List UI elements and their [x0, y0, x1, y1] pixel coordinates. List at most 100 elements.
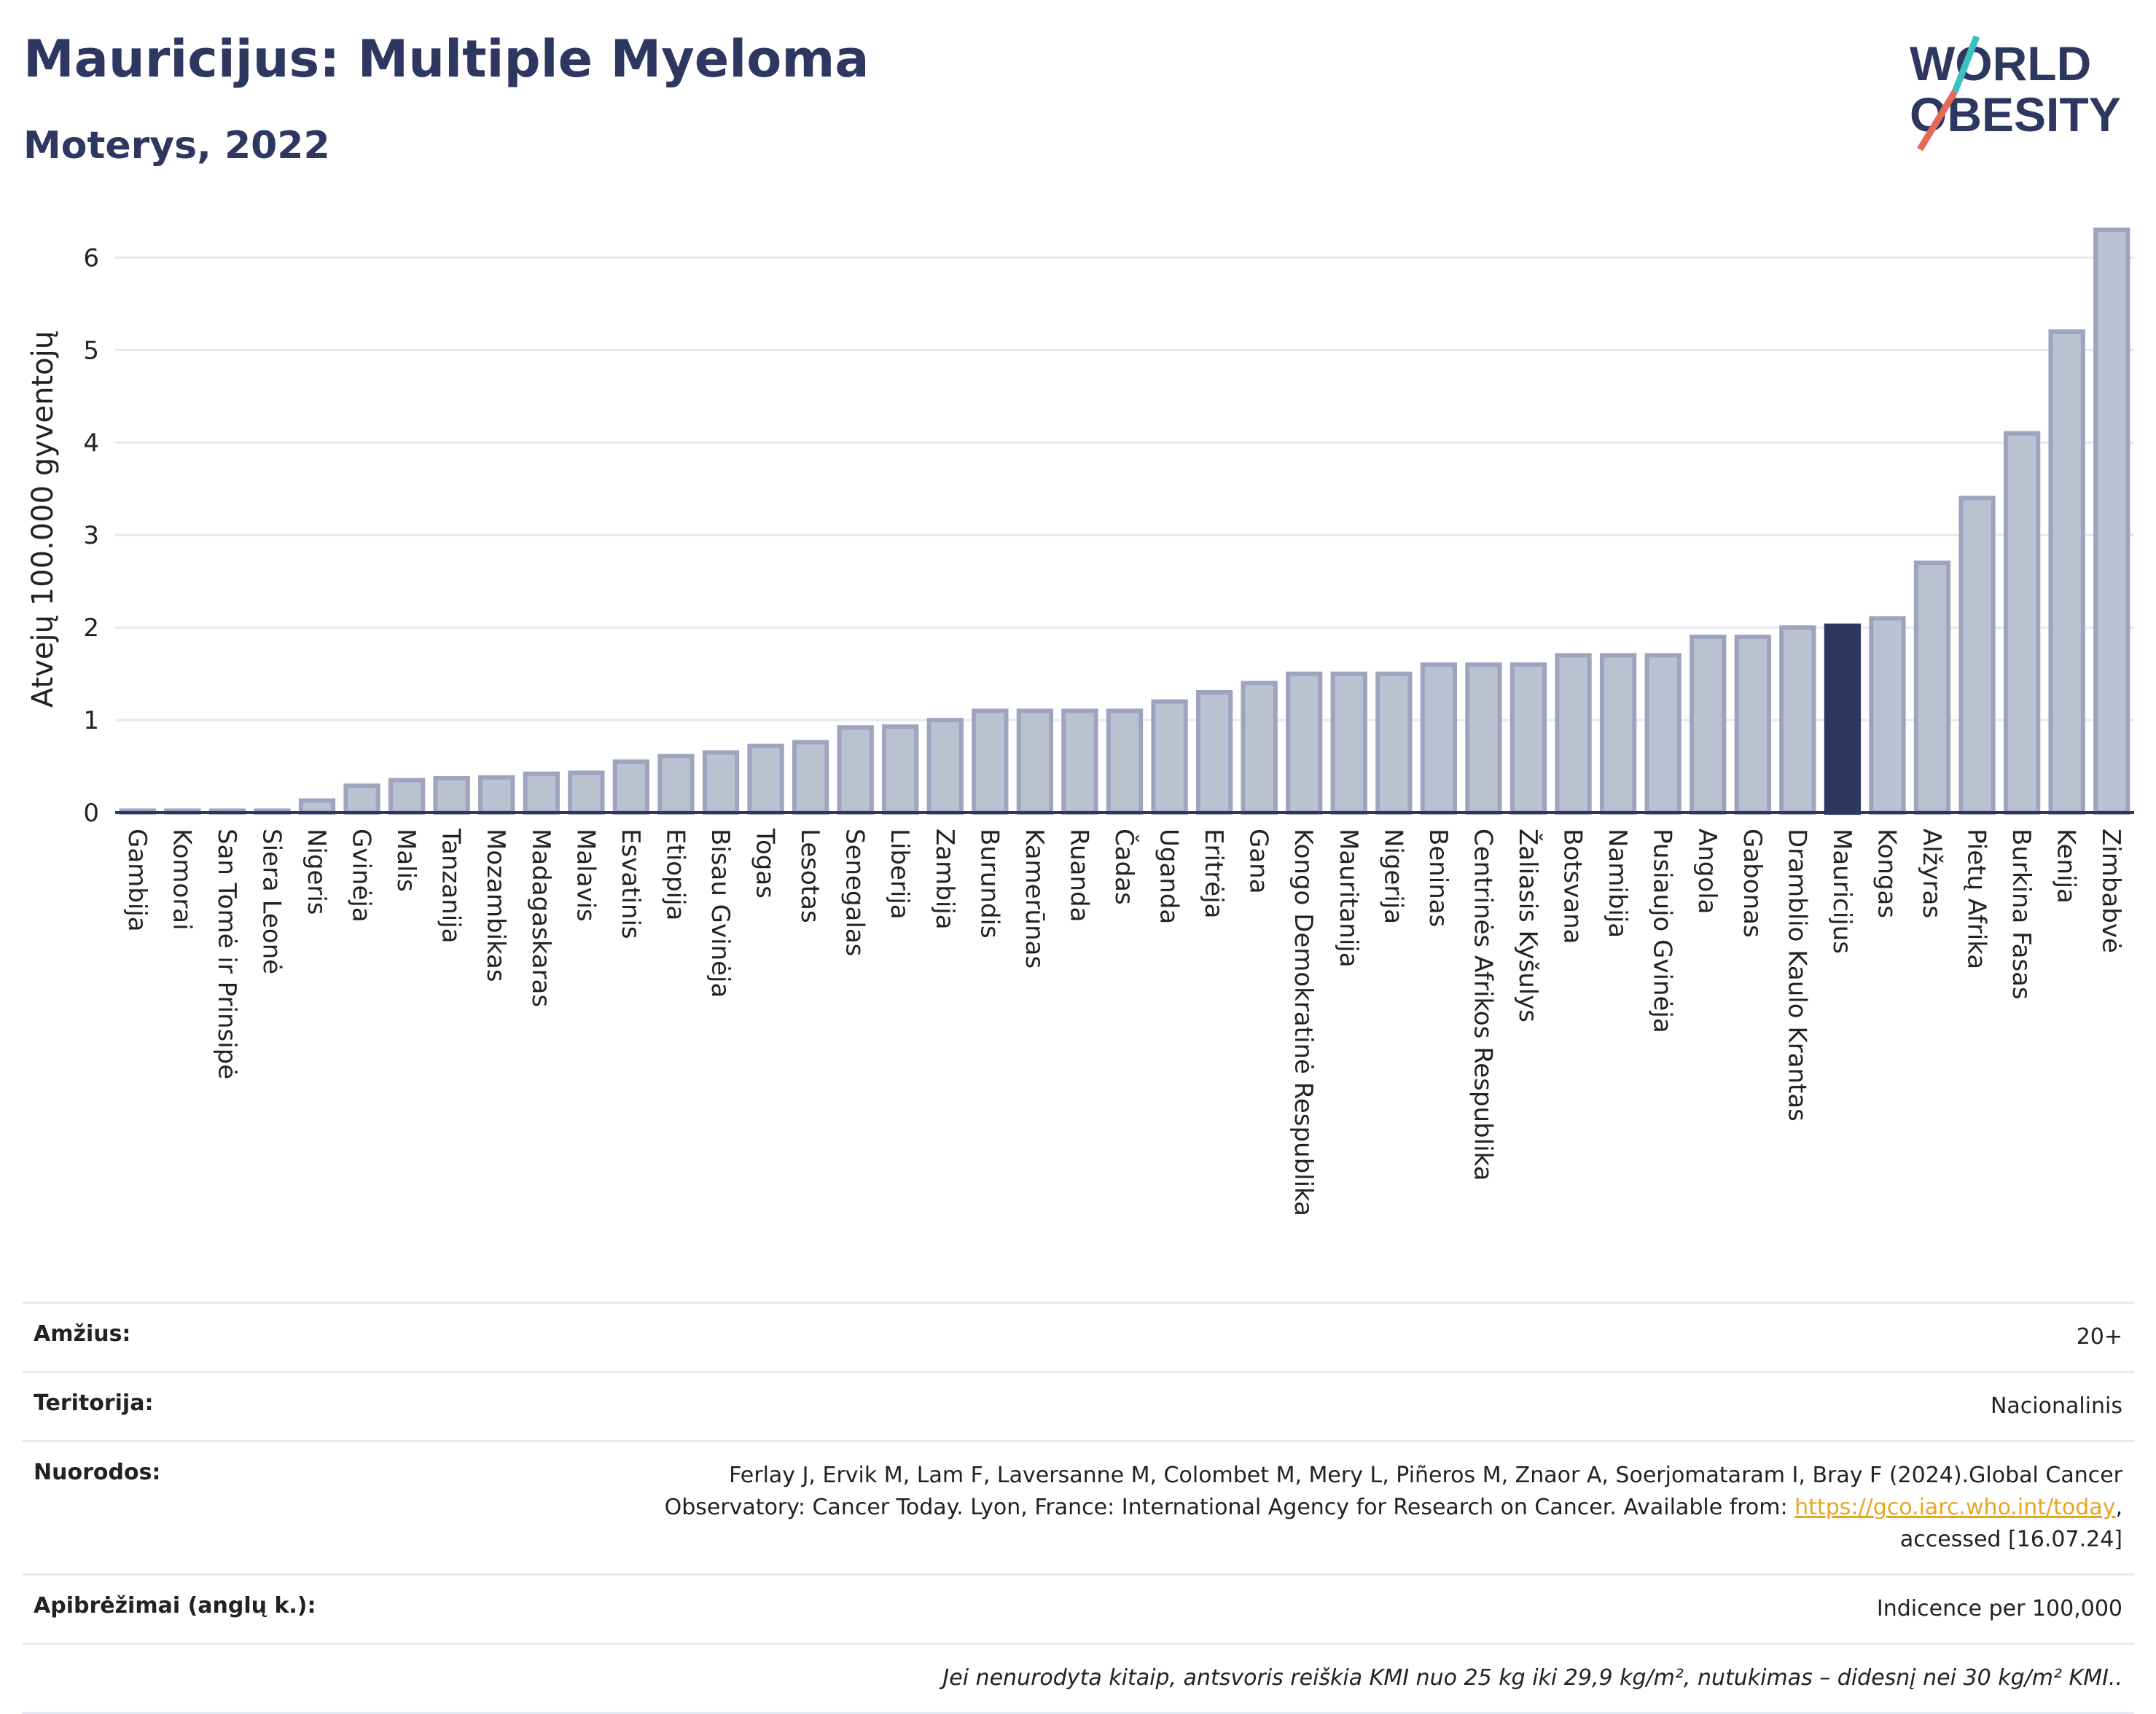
bar	[2003, 431, 2041, 815]
y-tick-label: 5	[83, 336, 99, 365]
age-label: Amžius:	[34, 1321, 131, 1347]
bar	[298, 798, 336, 815]
x-tick-label: Senegalas	[840, 829, 870, 956]
metadata-table: Amžius: 20+ Teritorija: Nacionalinis Nuo…	[22, 1302, 2134, 1714]
bar	[926, 718, 964, 815]
x-tick-label: Ruanda	[1064, 829, 1093, 922]
bar	[1555, 653, 1592, 815]
y-tick-label: 1	[83, 706, 99, 735]
x-tick-label: Nigeris	[302, 829, 331, 915]
bar	[1241, 681, 1278, 815]
bar	[388, 778, 426, 815]
bar	[612, 759, 650, 815]
bar	[1330, 671, 1367, 815]
bar	[747, 743, 784, 815]
definitions-label: Apibrėžimai (anglų k.):	[34, 1593, 316, 1619]
x-tick-label: Dramblio Kaulo Krantas	[1782, 829, 1811, 1122]
references-text-2: Observatory: Cancer Today. Lyon, France:…	[664, 1495, 1795, 1520]
x-tick-label: Namibija	[1603, 829, 1632, 938]
x-tick-label: Kamerūnas	[1020, 829, 1049, 968]
x-tick-label: Angola	[1692, 829, 1722, 914]
x-tick-label: Alžyras	[1917, 829, 1946, 918]
x-tick-label: Botsvana	[1558, 829, 1587, 944]
x-tick-label: Liberija	[885, 829, 914, 920]
bar	[1599, 653, 1637, 815]
chart-subtitle: Moterys, 2022	[23, 124, 330, 168]
bar	[1734, 634, 1771, 815]
bar	[1375, 671, 1413, 815]
bar	[1106, 708, 1144, 815]
bar-chart: 0 1 2 3 4 5 6 Atvejų 100.000 gyventojų Gambija Ko…	[26, 227, 2134, 1216]
x-tick-label: Burkina Fasas	[2007, 829, 2036, 1000]
bar	[1016, 708, 1054, 815]
x-tick-label: Gana	[1244, 829, 1273, 894]
x-tick-label: Nigerija	[1378, 829, 1407, 924]
bar	[1195, 690, 1233, 815]
x-tick-label: Pusiaujo Gvinėja	[1648, 829, 1677, 1033]
y-tick-label: 4	[83, 428, 99, 458]
x-tick-label: Malavis	[571, 829, 600, 922]
x-tick-label: Centrinės Afrikos Respublika	[1468, 829, 1497, 1181]
logo-slash-red	[1917, 90, 1958, 152]
x-tick-label: Togas	[751, 828, 780, 899]
bar	[1286, 671, 1323, 815]
references-label: Nuorodos:	[34, 1460, 161, 1485]
meta-row-definitions: Apibrėžimai (anglų k.): Indicence per 10…	[22, 1573, 2134, 1643]
x-tick-label: Žaliasis Kyšulys	[1513, 829, 1543, 1022]
bar	[1509, 662, 1547, 815]
bar	[1465, 662, 1502, 815]
bar	[837, 725, 874, 815]
x-tick-label: Gambija	[122, 829, 152, 932]
x-tick-label: Komorai	[167, 829, 196, 931]
x-tick-label: Čadas	[1109, 829, 1139, 905]
x-tick-label: Malis	[391, 829, 421, 892]
bar	[2048, 329, 2085, 815]
x-tick-label: Madagaskaras	[526, 829, 555, 1007]
x-tick-label: Uganda	[1155, 829, 1184, 924]
references-text-3: ,	[2115, 1495, 2122, 1520]
meta-row-age: Amžius: 20+	[22, 1302, 2134, 1371]
footnote-text: Jei nenurodyta kitaip, antsvoris reiškia…	[942, 1665, 2122, 1691]
x-tick-label: Bisau Gvinėja	[706, 829, 735, 998]
bar	[1779, 625, 1816, 815]
bar	[1824, 623, 1862, 815]
x-tick-label: Beninas	[1423, 829, 1453, 927]
x-tick-label: Kongo Demokratinė Respublika	[1289, 829, 1318, 1216]
territory-value: Nacionalinis	[1990, 1393, 2122, 1419]
chart-area: 0 1 2 3 4 5 6 Atvejų 100.000 gyventojų Gambija Ko…	[0, 189, 2156, 1283]
y-tick-label: 6	[83, 243, 99, 273]
bar	[1644, 653, 1682, 815]
territory-label: Teritorija:	[34, 1390, 154, 1416]
bar	[1420, 662, 1458, 815]
bar	[882, 724, 919, 815]
bar	[1151, 699, 1188, 815]
bar	[1869, 616, 1906, 815]
x-tick-label: Tanzanija	[437, 828, 466, 943]
bar	[1958, 496, 1996, 815]
y-tick-label: 0	[83, 799, 99, 828]
y-axis-label: Atvejų 100.000 gyventojų	[26, 331, 60, 708]
x-tick-label: Mauricijus	[1827, 829, 1856, 954]
bar	[1061, 708, 1098, 815]
meta-row-note: Jei nenurodyta kitaip, antsvoris reiškia…	[22, 1643, 2134, 1714]
references-text-4: accessed [16.07.24]	[1899, 1527, 2122, 1552]
references-value: Ferlay J, Ervik M, Lam F, Laversanne M, …	[665, 1460, 2122, 1556]
x-tick-label: Zimbabvė	[2096, 829, 2125, 953]
references-link[interactable]: https://gco.iarc.who.int/today	[1794, 1495, 2116, 1520]
bar	[2093, 227, 2130, 815]
bar	[1690, 634, 1727, 815]
meta-row-territory: Teritorija: Nacionalinis	[22, 1371, 2134, 1440]
age-value: 20+	[2076, 1324, 2122, 1350]
y-tick-label: 2	[83, 614, 99, 643]
x-tick-label: Kenija	[2052, 829, 2081, 904]
x-tick-label: San Tomė ir Prinsipė	[212, 829, 241, 1079]
x-tick-label: Lesotas	[795, 829, 824, 923]
x-tick-label: Eritrėja	[1199, 829, 1228, 918]
x-tick-label: Mauritanija	[1334, 829, 1363, 968]
bar	[523, 771, 560, 815]
bar	[792, 740, 829, 815]
definitions-value: Indicence per 100,000	[1876, 1596, 2122, 1621]
references-text-1: Ferlay J, Ervik M, Lam F, Laversanne M, …	[729, 1463, 2122, 1488]
chart-title: Mauricijus: Multiple Myeloma	[23, 29, 870, 89]
bar	[657, 754, 695, 815]
